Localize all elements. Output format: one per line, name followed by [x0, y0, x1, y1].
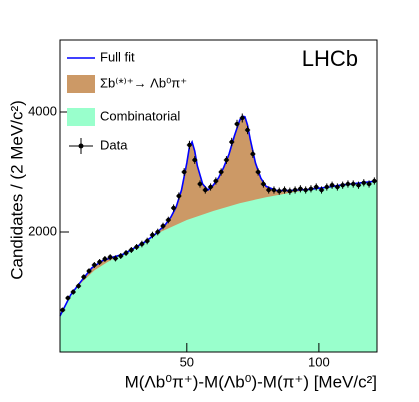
legend-label: Data [100, 137, 128, 152]
data-point [123, 250, 129, 256]
data-point [345, 181, 351, 187]
data-point [187, 142, 192, 148]
data-point [181, 169, 187, 175]
data-point [298, 186, 303, 191]
data-point [129, 247, 134, 253]
data-point [261, 181, 266, 187]
data-point [224, 157, 229, 163]
y-tick-label: 2000 [28, 223, 57, 238]
data-point [197, 181, 203, 187]
data-point [372, 178, 377, 184]
annotation: LHCb [302, 46, 358, 71]
data-point [171, 205, 176, 211]
data-point [160, 223, 166, 229]
data-point [208, 184, 213, 190]
legend-swatch [67, 75, 95, 93]
data-point [76, 283, 81, 289]
data-point [118, 253, 123, 259]
data-point [319, 187, 324, 193]
data-point [245, 127, 250, 133]
data-point [240, 115, 245, 121]
data-point [176, 193, 182, 199]
data-point [308, 186, 314, 191]
x-tick-label: 100 [308, 354, 330, 369]
data-point [81, 274, 86, 280]
data-point [340, 183, 345, 188]
data-point [203, 187, 208, 193]
y-tick-label: 4000 [28, 103, 57, 118]
legend-label: Combinatorial [100, 108, 180, 123]
y-axis-label: Candidates / (2 MeV/c²) [7, 100, 26, 280]
data-point [60, 307, 65, 313]
data-point [139, 241, 145, 247]
data-point [282, 187, 287, 193]
data-point [314, 184, 319, 190]
data-point [92, 262, 97, 268]
data-point [166, 217, 171, 223]
data-point [351, 181, 356, 187]
data-point [86, 268, 92, 274]
data-point [303, 187, 308, 193]
data-point [250, 151, 256, 157]
legend-swatch [67, 108, 95, 126]
legend-label: Full fit [100, 49, 135, 64]
data-point [329, 183, 335, 188]
data-point [107, 255, 113, 260]
data-point [134, 244, 139, 250]
data-point [335, 184, 340, 190]
data-point [361, 180, 366, 185]
data-point [266, 187, 271, 193]
data-point [255, 169, 261, 175]
data-point [218, 169, 224, 175]
data-point [71, 289, 76, 295]
data-point [277, 189, 282, 194]
data-point [150, 232, 155, 238]
background-area [60, 181, 377, 352]
plot-frame [59, 39, 378, 353]
data-point [229, 139, 234, 145]
data-point [192, 157, 197, 163]
x-tick-label: 50 [180, 354, 194, 369]
legend-label: Σb⁽*⁾⁺→ Λb⁰π⁺ [100, 75, 187, 90]
data-point [65, 295, 71, 301]
data-point [287, 189, 293, 194]
x-axis-label: M(Λb⁰π⁺)-M(Λb⁰)-M(π⁺) [MeV/c²] [125, 372, 377, 391]
data-point [102, 256, 108, 262]
data-point [97, 259, 102, 265]
data-point [324, 184, 330, 190]
legend-marker [78, 143, 84, 149]
data-point [155, 229, 160, 235]
data-point [144, 238, 150, 244]
data-point [356, 183, 361, 188]
data-point [234, 121, 240, 127]
data-point [366, 181, 372, 187]
data-point [271, 187, 277, 193]
data-point [213, 178, 219, 184]
data-point [292, 187, 298, 193]
data-point [113, 256, 118, 261]
